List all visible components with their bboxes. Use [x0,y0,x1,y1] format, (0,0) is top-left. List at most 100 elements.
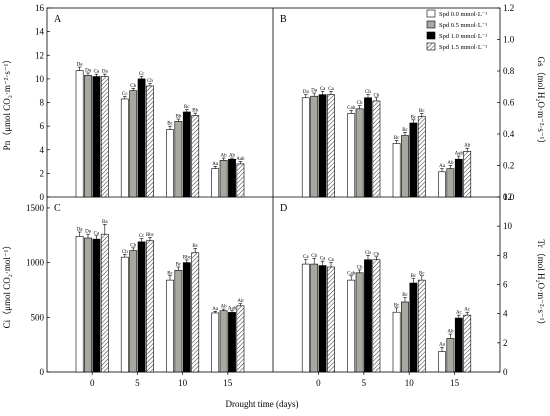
sig-label-b: Da [311,89,318,94]
sig-label-d: Bc [394,303,400,308]
bar-b-day5-s2 [364,97,372,198]
sig-label-d: Bc [419,271,425,276]
bar-c-day10-s2 [182,262,191,373]
y-tick-label-a: 2 [40,168,45,178]
x-tick-label: 0 [316,378,321,388]
bar-c-day15-s2 [228,312,236,373]
sig-label-d: Ca [303,255,309,260]
panel-letter-c: C [54,203,61,214]
sig-label-d: Cb [311,254,317,259]
bar-d-day0-s3 [327,266,335,373]
sig-label-a: Da [77,63,84,68]
sig-label-b: Ab [464,144,471,149]
legend-label-2: Spd 1.0 mmol·L⁻¹ [439,33,487,40]
y-tick-label-b: 1.2 [503,3,514,13]
sig-label-c: Aab [228,306,237,311]
legend: Spd 0.0 mmol·L⁻¹ Spd 0.5 mmol·L⁻¹ Spd 1.0 … [426,9,487,51]
sig-label-c: Cb [122,250,128,255]
sig-label-a: Bb [175,115,181,120]
sig-label-c: Bc [192,244,198,249]
x-tick-label: 5 [135,378,140,388]
bar-c-day0-s1 [84,237,92,373]
legend-label-0: Spd 0.0 mmol·L⁻¹ [439,11,487,18]
bar-d-day5-s2 [364,259,372,373]
y-tick-label-c: 500 [31,312,45,322]
y-tick-label-b: 0.4 [503,129,515,139]
y-tick-label-c: 0 [40,367,45,377]
sig-label-d: Ac [456,311,463,316]
y-tick-label-d: 6 [503,280,508,290]
legend-label-1: Spd 0.5 mmol·L⁻¹ [439,22,487,29]
bar-a-day15-s0 [211,168,220,198]
sig-label-a: Aa [212,162,219,167]
x-tick-label: 10 [405,378,415,388]
bar-a-day10-s3 [191,115,200,198]
sig-label-c: Cb [130,243,136,248]
bar-a-day10-s2 [182,111,191,198]
bar-a-day0-s0 [75,70,84,198]
bar-d-day15-s3 [463,314,472,373]
x-axis-label: Drought time (days) [226,399,299,409]
legend-swatch-1 [426,20,436,29]
bar-b-day0-s2 [318,94,327,198]
bar-a-day5-s0 [120,98,129,198]
panel-b: 0.0 0.2 0.4 0.6 0.8 1.0 1.2 Gs（mol H₂O·m⁻²·s⁻¹）… [280,3,546,202]
y-tick-label-d: 12 [503,192,512,202]
sig-label-d: Cb [357,265,363,270]
bar-c-day5-s2 [137,241,146,373]
y-tick-label-a: 14 [35,27,45,37]
bar-c-day5-s1 [129,250,138,373]
y-axis-label-d: Tr（mol H₂O·m⁻²·s⁻¹） [536,240,546,330]
panel-letter-a: A [54,14,62,25]
bar-d-day5-s0 [347,279,356,373]
sig-label-b: Cb [373,93,379,98]
bar-a-day0-s3 [100,76,109,198]
y-axis-label-b: Gs（mol H₂O·m⁻²·s⁻¹） [536,57,546,149]
sig-label-d: Ca [328,258,334,263]
y-axis-label-a: Pn（μmol CO₂·m⁻²·s⁻¹） [2,55,12,151]
bar-a-day10-s1 [174,121,183,198]
bar-b-day0-s0 [301,97,310,198]
bar-c-day15-s0 [211,312,220,373]
bar-b-day10-s0 [392,143,401,198]
legend-label-3: Spd 1.5 mmol·L⁻¹ [439,44,487,51]
sig-label-c: Ab [221,305,228,310]
bar-c-day0-s3 [100,233,109,373]
sig-label-b: Cab [347,106,356,111]
bar-c-day10-s0 [166,279,174,373]
y-tick-label-c: 1500 [26,203,45,213]
bar-c-day5-s3 [146,240,154,373]
sig-label-a: Bb [192,109,198,114]
sig-label-a: Ab [221,154,228,159]
sig-label-a: Cb [130,84,136,89]
sig-label-b: Bc [402,128,408,133]
y-tick-label-c: 1000 [26,258,45,268]
bar-d-day10-s1 [401,301,409,373]
sig-label-b: Ca [320,87,326,92]
y-tick-label-b: 0.2 [503,161,514,171]
bar-b-day0-s1 [310,95,319,198]
bar-d-day10-s3 [417,279,426,373]
y-tick-label-a: 10 [35,74,45,84]
sig-label-c: Ab [237,299,244,304]
x-tick-label: 15 [450,378,460,388]
bar-b-day10-s3 [417,116,426,198]
bar-d-day5-s1 [355,272,364,373]
bar-c-day15-s3 [236,305,245,373]
bar-a-day15-s1 [219,160,228,198]
sig-label-b: Aa [439,164,446,169]
sig-label-d: Cab [347,271,356,276]
bar-c-day15-s1 [219,310,228,373]
bar-b-day5-s3 [372,100,381,198]
bar-b-day15-s1 [446,168,455,198]
sig-label-b: Aab [455,152,464,157]
y-tick-label-d: 8 [503,250,508,260]
sig-label-d: Bc [411,274,417,279]
bar-d-day10-s2 [409,282,418,373]
y-tick-label-b: 0.6 [503,98,515,108]
y-tick-label-d: 4 [503,309,508,319]
panel-letter-b: B [280,14,287,25]
